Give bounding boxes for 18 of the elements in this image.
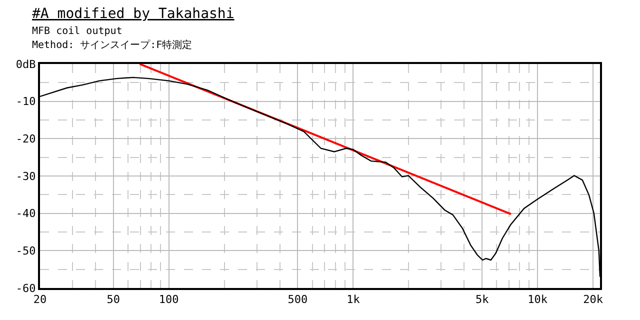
y-tick-label: -50 [16,244,36,258]
y-tick-label: -20 [16,132,36,146]
x-tick-label: 10k [528,293,548,306]
text: Method: サインスイープ:F特測定 [32,39,192,51]
x-tick-label: 500 [288,293,308,306]
x-tick-label: 100 [158,293,179,306]
chart-subtitle: MFB coil output [32,26,122,37]
y-tick-label: -40 [16,207,36,220]
y-tick-label: -10 [16,95,36,108]
x-tick-label: 50 [106,293,120,306]
x-tick-label: 20 [33,293,47,306]
x-tick-label: 5k [475,293,490,306]
chart-title: #A modified by Takahashi [32,6,234,22]
y-tick-label: -60 [16,282,36,295]
y-tick-label: -30 [16,170,36,183]
x-tick-label: 1k [346,293,360,306]
y-tick-label: 0dB [16,58,36,71]
x-tick-label: 20k [583,293,604,306]
